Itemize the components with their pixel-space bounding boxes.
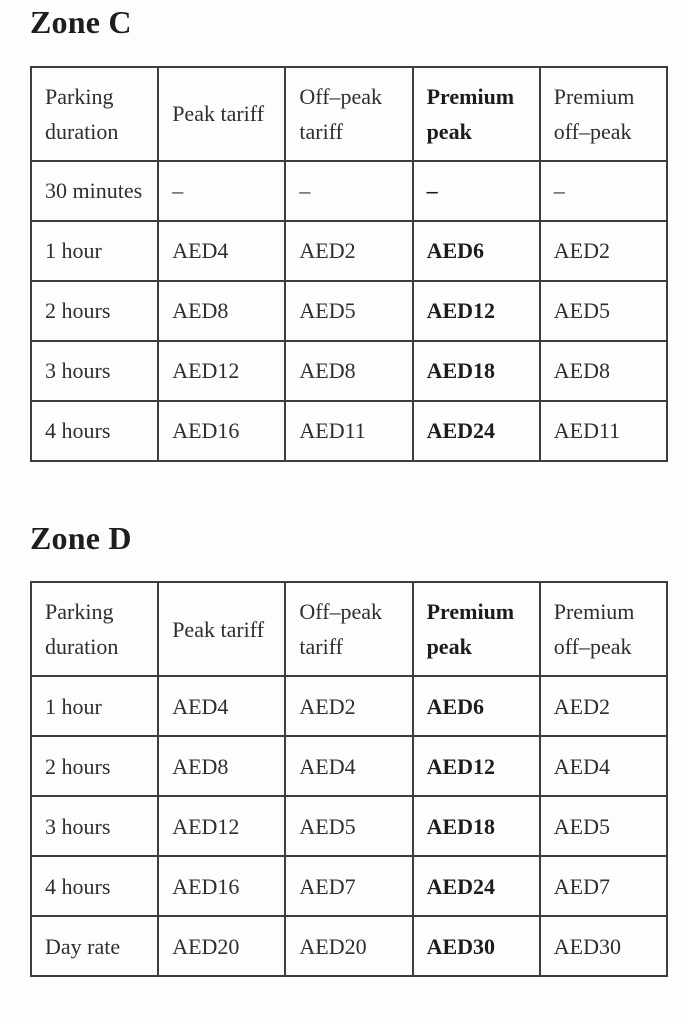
column-header-off-peak-tariff: Off–peak tariff: [284, 581, 414, 678]
table-row: 30 minutes – – – –: [29, 159, 669, 222]
tariff-cell: AED2: [284, 675, 414, 738]
tariff-cell: AED12: [157, 795, 287, 858]
tariff-cell: AED7: [538, 855, 669, 918]
zone-d-tariff-table: Parking duration Peak tariff Off–peak tari…: [29, 581, 669, 978]
tariff-cell: AED5: [538, 795, 669, 858]
tariff-cell: AED12: [157, 339, 287, 402]
tariff-cell: AED2: [538, 219, 669, 282]
table-row: 2 hours AED8 AED5 AED12 AED5: [29, 279, 669, 342]
tariff-cell: AED4: [157, 219, 287, 282]
column-header-parking-duration: Parking duration: [29, 65, 160, 162]
duration-cell: 3 hours: [29, 795, 160, 858]
tariff-cell: AED11: [538, 399, 669, 462]
tariff-cell: AED6: [411, 675, 541, 738]
tariff-cell: AED30: [411, 915, 541, 978]
duration-cell: 4 hours: [29, 855, 160, 918]
tariff-cell: –: [411, 159, 541, 222]
table-row: 1 hour AED4 AED2 AED6 AED2: [29, 219, 669, 282]
tariff-cell: AED18: [411, 795, 541, 858]
zone-d-title: Zone D: [30, 519, 132, 556]
tariff-cell: AED4: [538, 735, 669, 798]
tariff-cell: –: [284, 159, 414, 222]
duration-cell: 30 minutes: [29, 159, 160, 222]
table-row: 2 hours AED8 AED4 AED12 AED4: [29, 735, 669, 798]
column-header-premium-off-peak: Premium off–peak: [538, 581, 669, 678]
table-row: 1 hour AED4 AED2 AED6 AED2: [29, 675, 669, 738]
tariff-cell: AED24: [411, 399, 541, 462]
tariff-cell: AED12: [411, 735, 541, 798]
tariff-cell: AED5: [284, 795, 414, 858]
column-header-premium-peak: Premium peak: [411, 581, 541, 678]
tariff-cell: AED12: [411, 279, 541, 342]
column-header-peak-tariff: Peak tariff: [157, 65, 287, 162]
tariff-cell: AED8: [157, 279, 287, 342]
tariff-cell: AED8: [157, 735, 287, 798]
tariff-cell: AED24: [411, 855, 541, 918]
header-row: Parking duration Peak tariff Off–peak tari…: [29, 581, 669, 678]
tariff-cell: AED7: [284, 855, 414, 918]
tariff-cell: AED8: [284, 339, 414, 402]
tariff-cell: AED4: [284, 735, 414, 798]
duration-cell: 1 hour: [29, 675, 160, 738]
tariff-cell: AED5: [284, 279, 414, 342]
table-row: 3 hours AED12 AED5 AED18 AED5: [29, 795, 669, 858]
header-row: Parking duration Peak tariff Off–peak tari…: [29, 65, 669, 162]
tariff-cell: AED20: [284, 915, 414, 978]
table-row: 4 hours AED16 AED7 AED24 AED7: [29, 855, 669, 918]
tariff-cell: AED2: [284, 219, 414, 282]
table-row: 4 hours AED16 AED11 AED24 AED11: [29, 399, 669, 462]
tariff-cell: AED8: [538, 339, 669, 402]
zone-c-title: Zone C: [30, 4, 132, 40]
tariff-cell: –: [157, 159, 287, 222]
column-header-peak-tariff: Peak tariff: [157, 581, 287, 678]
column-header-parking-duration: Parking duration: [29, 581, 160, 678]
tariff-cell: –: [538, 159, 669, 222]
column-header-premium-off-peak: Premium off–peak: [538, 65, 669, 162]
tariff-cell: AED6: [411, 219, 541, 282]
tariff-cell: AED18: [411, 339, 541, 402]
column-header-premium-peak: Premium peak: [411, 65, 541, 162]
duration-cell: 3 hours: [29, 339, 160, 402]
zone-c-tariff-table: Parking duration Peak tariff Off–peak tari…: [29, 65, 669, 462]
tariff-cell: AED2: [538, 675, 669, 738]
duration-cell: 2 hours: [29, 735, 160, 798]
duration-cell: 2 hours: [29, 279, 160, 342]
zone-c-section: Zone C Parking duration Peak tariff Off–pe…: [29, 4, 669, 462]
table-row: 3 hours AED12 AED8 AED18 AED8: [29, 339, 669, 402]
tariff-cell: AED11: [284, 399, 414, 462]
column-header-off-peak-tariff: Off–peak tariff: [284, 65, 414, 162]
duration-cell: 1 hour: [29, 219, 160, 282]
tariff-cell: AED5: [538, 279, 669, 342]
tariff-cell: AED4: [157, 675, 287, 738]
table-row: Day rate AED20 AED20 AED30 AED30: [29, 915, 669, 978]
tariff-cell: AED20: [157, 915, 287, 978]
duration-cell: Day rate: [29, 915, 160, 978]
tariff-cell: AED16: [157, 855, 287, 918]
tariff-cell: AED16: [157, 399, 287, 462]
duration-cell: 4 hours: [29, 399, 160, 462]
tariff-cell: AED30: [538, 915, 669, 978]
zone-d-section: Zone D Parking duration Peak tariff Off–pe…: [29, 519, 669, 978]
